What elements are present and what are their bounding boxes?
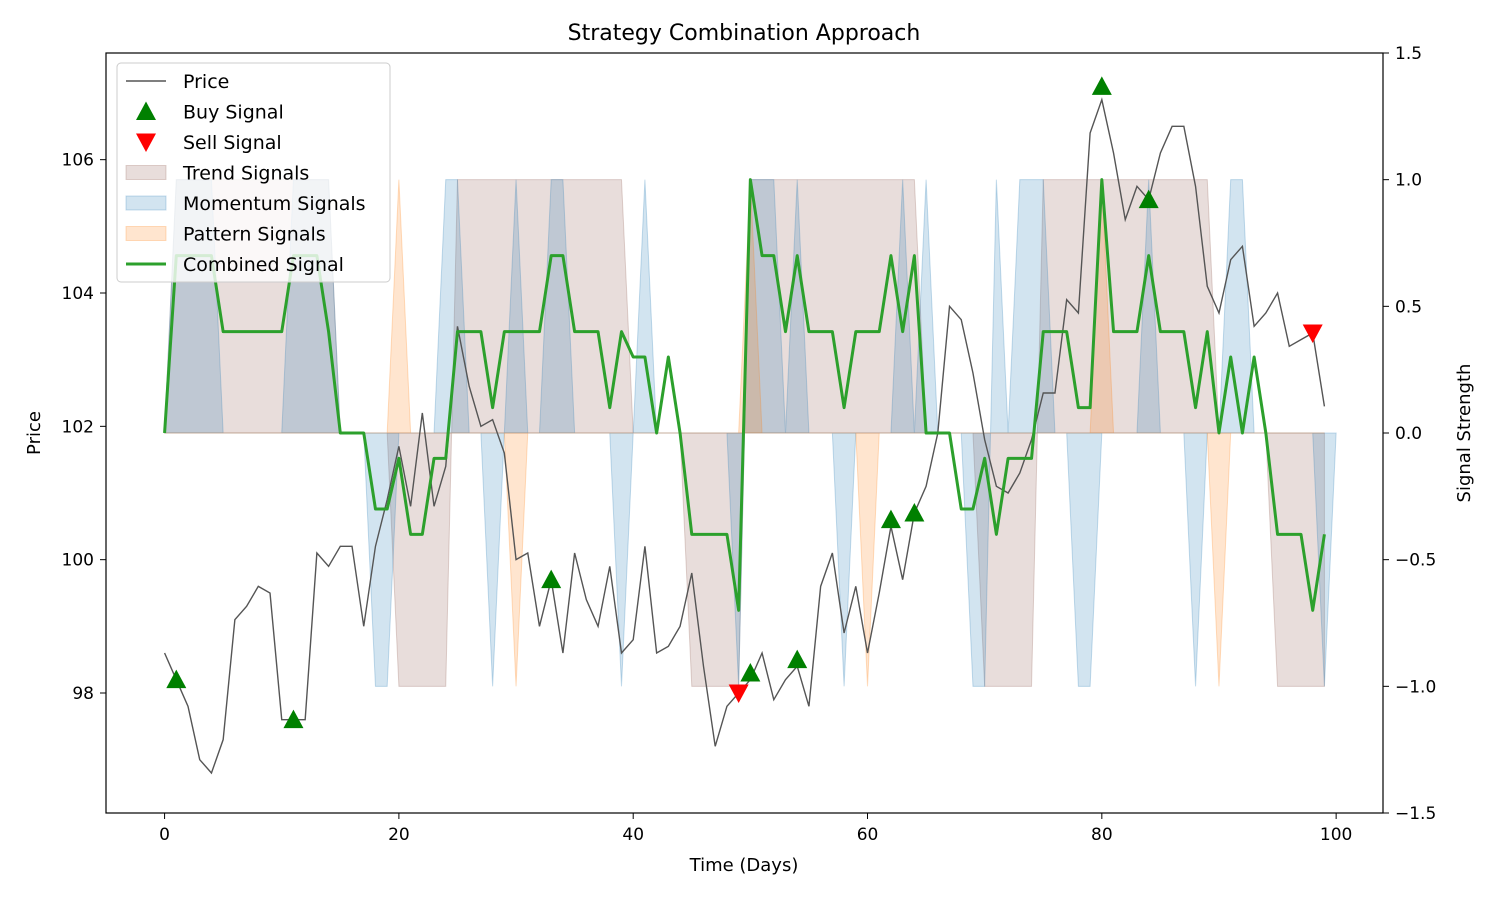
right-y-tick-label: 0.0 xyxy=(1395,424,1422,444)
x-axis-ticks: 0 20 40 60 80 100 xyxy=(159,813,1352,845)
left-y-tick-label: 102 xyxy=(62,417,94,437)
left-y-tick-label: 100 xyxy=(62,551,94,571)
legend-swatch xyxy=(125,195,167,211)
sell-signal-marker xyxy=(728,684,749,703)
buy-signal-marker xyxy=(1091,76,1112,95)
x-axis-label: Time (Days) xyxy=(689,855,799,876)
legend: Price Buy Signal Sell Signal Trend Signals M… xyxy=(116,62,391,283)
right-y-tick-label: −0.5 xyxy=(1395,551,1436,571)
buy-signal-marker xyxy=(283,709,304,729)
buy-signal-marker xyxy=(166,669,187,689)
legend-label: Momentum Signals xyxy=(183,193,366,215)
x-tick-label: 40 xyxy=(622,825,644,845)
buy-signal-marker xyxy=(1138,189,1159,209)
plot-area xyxy=(163,76,1337,775)
left-y-tick-label: 106 xyxy=(62,151,94,171)
legend-swatch xyxy=(136,101,156,120)
right-y-axis-ticks: −1.5 −1.0 −0.5 0.0 0.5 1.0 1.5 xyxy=(1383,44,1436,824)
left-y-axis-label: Price xyxy=(24,411,45,455)
right-y-tick-label: 1.5 xyxy=(1395,44,1422,64)
legend-item-sell: Sell Signal xyxy=(136,132,282,154)
legend-swatch xyxy=(125,226,167,241)
legend-label: Price xyxy=(183,71,229,93)
legend-item-trend: Trend Signals xyxy=(125,163,309,185)
legend-item-combined: Combined Signal xyxy=(126,254,344,276)
left-y-tick-label: 98 xyxy=(72,684,94,704)
legend-item-buy: Buy Signal xyxy=(136,101,284,124)
buy-signal-marker xyxy=(904,503,925,522)
chart-title: Strategy Combination Approach xyxy=(568,21,921,46)
signal-markers xyxy=(166,76,1323,729)
sell-signal-marker xyxy=(1302,324,1323,343)
buy-signal-marker xyxy=(880,509,901,529)
legend-item-momentum: Momentum Signals xyxy=(125,193,366,215)
right-y-tick-label: −1.0 xyxy=(1395,677,1436,697)
buy-signal-marker xyxy=(787,649,808,669)
left-y-axis-ticks: 98 100 102 104 106 xyxy=(62,151,106,704)
legend-box xyxy=(116,62,391,283)
x-tick-label: 60 xyxy=(857,825,879,845)
legend-swatch xyxy=(136,133,156,152)
left-y-tick-label: 104 xyxy=(62,284,94,304)
legend-item-pattern: Pattern Signals xyxy=(125,224,326,246)
right-y-tick-label: −1.5 xyxy=(1395,804,1436,824)
x-tick-label: 20 xyxy=(388,825,410,845)
legend-swatch xyxy=(125,165,167,180)
legend-label: Combined Signal xyxy=(183,254,344,276)
buy-signal-marker xyxy=(740,663,761,682)
legend-label: Trend Signals xyxy=(182,163,309,185)
right-y-axis-label: Signal Strength xyxy=(1454,364,1475,503)
right-y-tick-label: 1.0 xyxy=(1395,171,1422,191)
combined-signal-line xyxy=(163,178,1326,612)
legend-label: Sell Signal xyxy=(183,132,282,154)
right-y-tick-label: 0.5 xyxy=(1395,297,1422,317)
x-tick-label: 100 xyxy=(1320,825,1352,845)
x-tick-label: 0 xyxy=(159,825,170,845)
legend-label: Pattern Signals xyxy=(183,224,326,246)
buy-signal-marker xyxy=(541,569,562,589)
legend-label: Buy Signal xyxy=(183,102,284,124)
x-tick-label: 80 xyxy=(1091,825,1113,845)
legend-item-price: Price xyxy=(126,71,229,93)
